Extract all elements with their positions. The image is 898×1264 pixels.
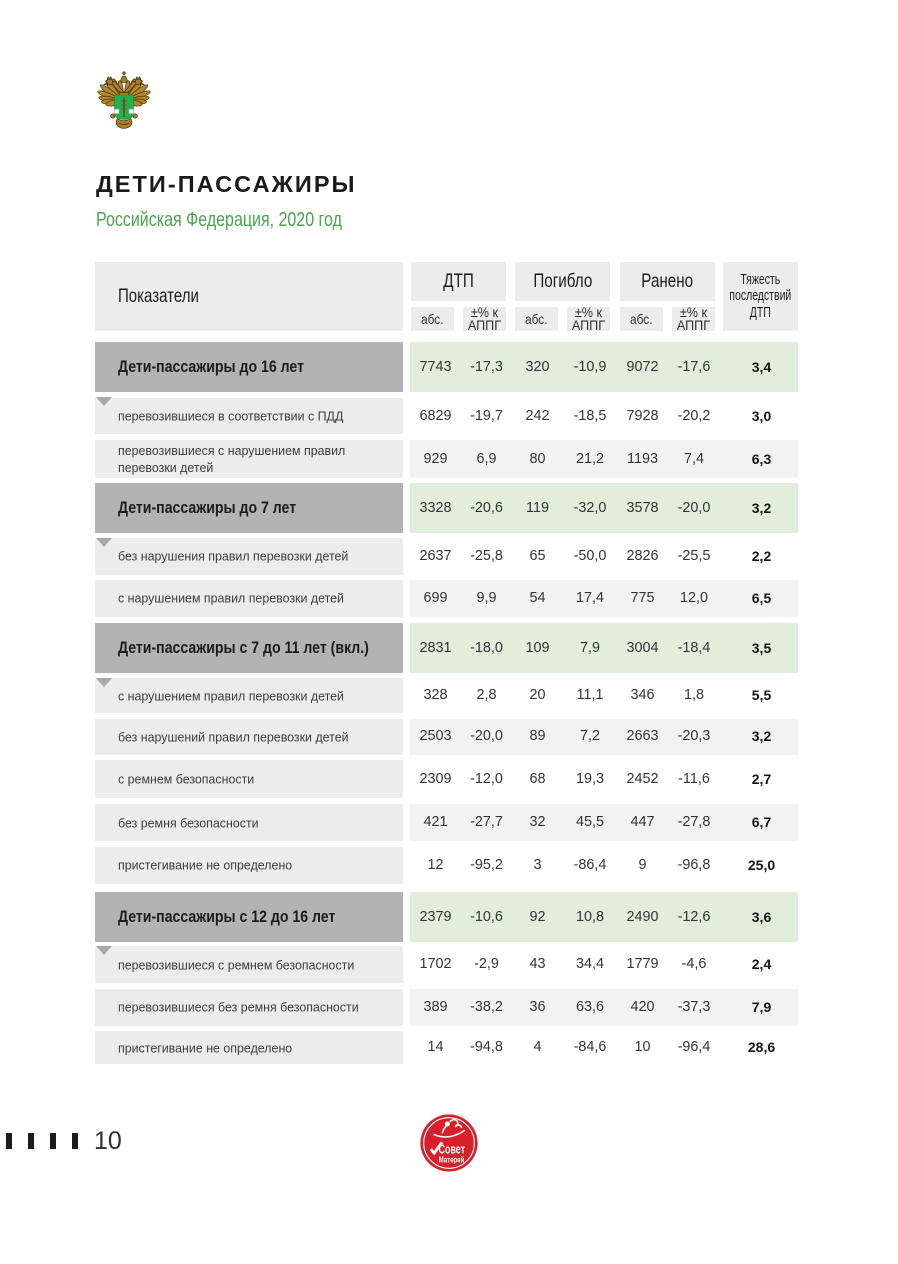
svg-text:Совет: Совет [439, 1142, 466, 1156]
svg-text:Матерей: Матерей [439, 1155, 465, 1164]
